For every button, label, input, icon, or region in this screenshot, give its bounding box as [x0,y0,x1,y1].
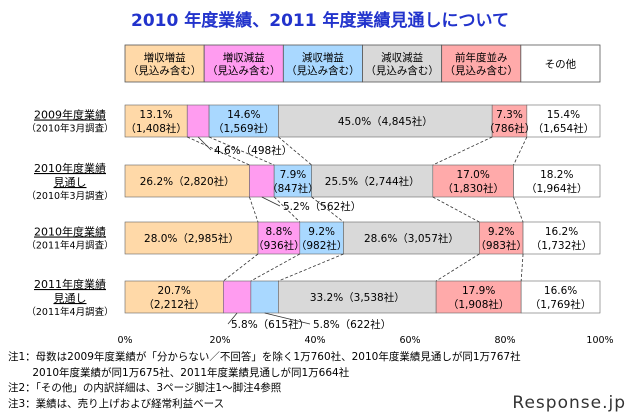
legend-box-5 [441,44,522,83]
connector-r1-1 [187,136,250,166]
bar-segment-row1-s6 [526,104,601,138]
footnote-1: 注1：母数は2009年度業績が「分からない／不回答」を除く1万760社、2010… [8,351,521,363]
x-tick-label-2: 20% [209,335,230,346]
legend-label-3: 減収増益（見込み含む） [286,51,360,77]
category-sub-2: （2010年3月調査） [26,190,113,202]
legend-label-4: 減収減益（見込み含む） [365,51,439,77]
category-label-2: 2010年度業績見通し [34,161,106,189]
bar-segment-row1-s3 [208,104,279,138]
data-label-r4-s3: 5.8%（622社） [313,318,391,331]
data-label-r1-s6: 15.4%（1,654社） [533,109,595,135]
data-label-r4-s1: 20.7%（2,212社） [143,285,205,311]
data-label-r4-s4: 33.2%（3,538社） [310,291,405,304]
data-label-r3-s4: 28.6%（3,057社） [364,232,459,245]
data-label-r1-s2: 4.6%（498社） [214,144,292,157]
data-label-r2-s3: 7.9%（847社） [267,169,319,195]
connector-r3-1 [223,253,259,282]
category-sub-4: （2011年4月調査） [26,306,113,318]
data-label-r2-s2: 5.2%（562社） [283,200,361,213]
data-label-r2-s1: 26.2%（2,820社） [140,175,235,188]
data-label-r2-s5: 17.0%（1,830社） [442,169,504,195]
connector-r1-2 [208,136,275,166]
bar-segment-row4-s3 [250,280,279,314]
bar-segment-row2-s1 [124,164,250,198]
connector-r2-1 [249,196,259,223]
bar-segment-row4-s2 [223,280,252,314]
data-label-r3-s1: 28.0%（2,985社） [144,232,239,245]
footnote-2: 注2：「その他」の内訳詳細は、3ページ脚注1～脚注4参照 [8,382,282,394]
bar-segment-row3-s1 [124,221,259,255]
bar-segment-row3-s5 [479,221,524,255]
bar-segment-row3-s2 [257,221,301,255]
data-label-r3-s2: 8.8%（936社） [253,226,305,252]
leader-line-r4-s3 [264,312,311,325]
connector-r2-3 [311,196,344,223]
leader-line-r2-s2 [261,196,281,207]
data-label-r3-s6: 16.2%（1,732社） [531,226,593,252]
legend-box-3 [282,44,363,83]
bar-segment-row4-s5 [435,280,522,314]
connector-r2-5 [513,196,524,223]
bar-segment-row3-s3 [299,221,344,255]
x-tick-label-6: 100% [586,335,613,346]
x-tick-label-4: 60% [399,335,420,346]
x-tick-label-1: 0% [117,335,132,346]
bar-segment-row3-s4 [343,221,480,255]
connector-r3-5 [520,253,524,282]
bar-segment-row1-s5 [491,104,528,138]
x-tick-label-3: 40% [304,335,325,346]
legend-label-5: 前年度並み（見込み含む） [445,51,519,77]
connector-r2-2 [273,196,301,223]
category-sub-3: （2011年4月調査） [26,240,113,252]
category-sub-1: （2010年3月調査） [26,123,113,135]
data-label-r1-s3: 14.6%（1,569社） [213,109,275,135]
bar-segment-row2-s6 [513,164,601,198]
bar-segment-row4-s6 [520,280,601,314]
data-label-r2-s6: 18.2%（1,964社） [526,169,588,195]
data-label-r1-s5: 7.3%（786社） [484,109,536,135]
legend-box-4 [362,44,443,83]
category-label-3: 2010年度業績 [34,225,106,239]
bar-segment-row2-s2 [249,164,275,198]
data-label-r3-s5: 9.2%（983社） [475,226,527,252]
data-label-r1-s4: 45.0%（4,845社） [338,115,433,128]
footnote-1-cont: 2010年度業績が同1万675社、2011年度業績見通しが同1万664社 [8,366,350,379]
bar-segment-row2-s3 [273,164,312,198]
data-label-r2-s4: 25.5%（2,744社） [325,175,420,188]
bar-segment-row4-s4 [278,280,437,314]
connector-r1-5 [513,136,528,166]
category-label-4: 2011年度業績見通し [34,277,106,305]
connector-r3-2 [250,253,300,282]
data-label-r4-s2: 5.8%（615社） [231,318,309,331]
connector-r2-4 [432,196,480,223]
connector-r3-4 [435,253,480,282]
bar-segment-row1-s4 [278,104,493,138]
bar-segment-row3-s6 [522,221,601,255]
data-label-r3-s3: 9.2%（982社） [296,226,348,252]
leader-line-r4-s2 [227,312,238,325]
bar-segment-row1-s2 [186,104,210,138]
footnote-3: 注3：業績は、売り上げおよび経常利益ベース [8,397,225,410]
connector-r1-4 [432,136,493,166]
x-tick-label-5: 80% [494,335,515,346]
legend-label-6: その他 [545,58,577,71]
footnotes: 注1：母数は2009年度業績が「分からない／不回答」を除く1万760社、2010… [8,350,521,412]
connector-r3-3 [278,253,344,282]
data-label-r4-s5: 17.9%（1,908社） [448,285,510,311]
chart-title: 2010 年度業績、2011 年度業績見通しについて [131,11,509,31]
legend-box-2 [203,44,284,83]
legend-label-2: 増収減益（見込み含む） [207,51,281,77]
connector-r1-3 [278,136,312,166]
legend-label-1: 増収増益（見込み含む） [128,51,202,77]
category-label-1: 2009年度業績 [34,108,106,122]
data-label-r4-s6: 16.6%（1,769社） [530,285,592,311]
watermark: Response.jp [512,393,626,413]
leader-line-r1-s2 [197,136,212,151]
bar-segment-row2-s4 [311,164,434,198]
data-label-r1-s1: 13.1%（1,408社） [125,109,187,135]
legend-box-6 [520,44,601,83]
